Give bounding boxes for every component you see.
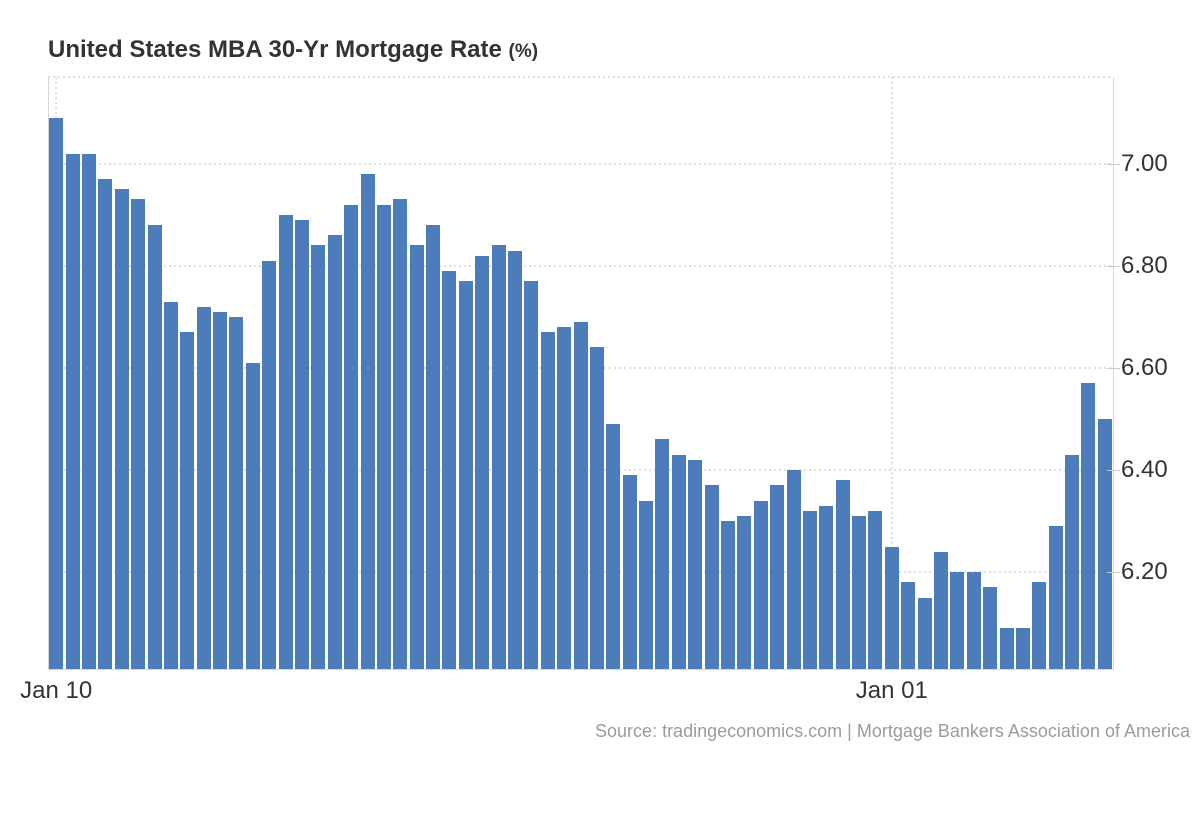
bar[interactable] — [65, 153, 80, 669]
bar[interactable] — [917, 597, 932, 669]
chart-title: United States MBA 30-Yr Mortgage Rate (%… — [48, 36, 538, 64]
bar[interactable] — [294, 219, 309, 669]
bar[interactable] — [507, 250, 522, 669]
bar[interactable] — [737, 515, 752, 669]
bar[interactable] — [147, 225, 162, 669]
bar[interactable] — [426, 225, 441, 669]
bar[interactable] — [442, 270, 457, 669]
bar[interactable] — [196, 306, 211, 669]
y-axis-tick — [1107, 367, 1120, 369]
bar[interactable] — [852, 515, 867, 669]
y-axis-label: 6.80 — [1121, 251, 1168, 279]
gridline-horizontal — [49, 264, 1113, 267]
y-axis-tick — [1107, 265, 1120, 267]
gridline-vertical — [890, 77, 893, 669]
bar[interactable] — [704, 485, 719, 669]
chart-title-text: United States MBA 30-Yr Mortgage Rate — [48, 36, 502, 63]
bar[interactable] — [1097, 418, 1112, 669]
bar[interactable] — [606, 424, 621, 669]
plot-border-left — [48, 77, 49, 669]
bar[interactable] — [950, 572, 965, 669]
bar[interactable] — [786, 469, 801, 669]
bar[interactable] — [622, 475, 637, 669]
bar[interactable] — [589, 347, 604, 669]
y-axis-tick — [1107, 572, 1120, 574]
bar[interactable] — [1032, 582, 1047, 669]
bar[interactable] — [639, 500, 654, 669]
bar[interactable] — [819, 505, 834, 669]
bar[interactable] — [1048, 526, 1063, 669]
bar[interactable] — [1015, 628, 1030, 669]
y-axis-label: 7.00 — [1121, 149, 1168, 177]
bar[interactable] — [49, 117, 64, 669]
bar[interactable] — [131, 199, 146, 669]
bar[interactable] — [884, 546, 899, 669]
bar[interactable] — [688, 459, 703, 669]
bar[interactable] — [1081, 383, 1096, 669]
y-axis-label: 6.40 — [1121, 455, 1168, 483]
bar[interactable] — [81, 153, 96, 669]
bar[interactable] — [999, 628, 1014, 669]
chart-title-unit: (%) — [508, 41, 539, 62]
y-axis-tick — [1107, 469, 1120, 471]
bar[interactable] — [540, 332, 555, 669]
bar[interactable] — [360, 173, 375, 669]
bar[interactable] — [344, 204, 359, 669]
bar[interactable] — [933, 551, 948, 669]
y-axis-label: 6.20 — [1121, 558, 1168, 586]
bar[interactable] — [409, 245, 424, 669]
bar[interactable] — [868, 510, 883, 669]
plot-border-right — [1113, 77, 1114, 669]
bar[interactable] — [770, 485, 785, 669]
plot-border-top — [48, 76, 1113, 78]
bar[interactable] — [163, 301, 178, 669]
bar[interactable] — [966, 572, 981, 669]
bar[interactable] — [901, 582, 916, 669]
bar[interactable] — [753, 500, 768, 669]
bar[interactable] — [573, 321, 588, 669]
bar[interactable] — [327, 235, 342, 669]
bar[interactable] — [524, 281, 539, 669]
bar[interactable] — [491, 245, 506, 669]
source-credit: Source: tradingeconomics.com | Mortgage … — [595, 721, 1190, 741]
bar[interactable] — [802, 510, 817, 669]
bar[interactable] — [376, 204, 391, 669]
bar[interactable] — [393, 199, 408, 669]
bar[interactable] — [557, 327, 572, 669]
bar[interactable] — [278, 214, 293, 669]
y-axis-label: 6.60 — [1121, 353, 1168, 381]
gridline-horizontal — [49, 162, 1113, 165]
bar[interactable] — [720, 521, 735, 669]
bar[interactable] — [213, 311, 228, 669]
y-axis-tick — [1107, 163, 1120, 165]
bar[interactable] — [458, 281, 473, 669]
x-axis-label: Jan 01 — [855, 677, 928, 704]
bar[interactable] — [245, 362, 260, 669]
bar[interactable] — [114, 189, 129, 669]
x-axis-line — [48, 669, 1114, 670]
bar[interactable] — [311, 245, 326, 669]
x-axis-label: Jan 10 — [20, 677, 93, 704]
bar[interactable] — [229, 316, 244, 669]
bar[interactable] — [1065, 454, 1080, 669]
bar[interactable] — [180, 332, 195, 669]
bar[interactable] — [262, 260, 277, 669]
bar[interactable] — [475, 255, 490, 669]
bar[interactable] — [983, 587, 998, 669]
bar[interactable] — [835, 480, 850, 669]
bar[interactable] — [655, 439, 670, 669]
bar[interactable] — [671, 454, 686, 669]
bar[interactable] — [98, 179, 113, 669]
